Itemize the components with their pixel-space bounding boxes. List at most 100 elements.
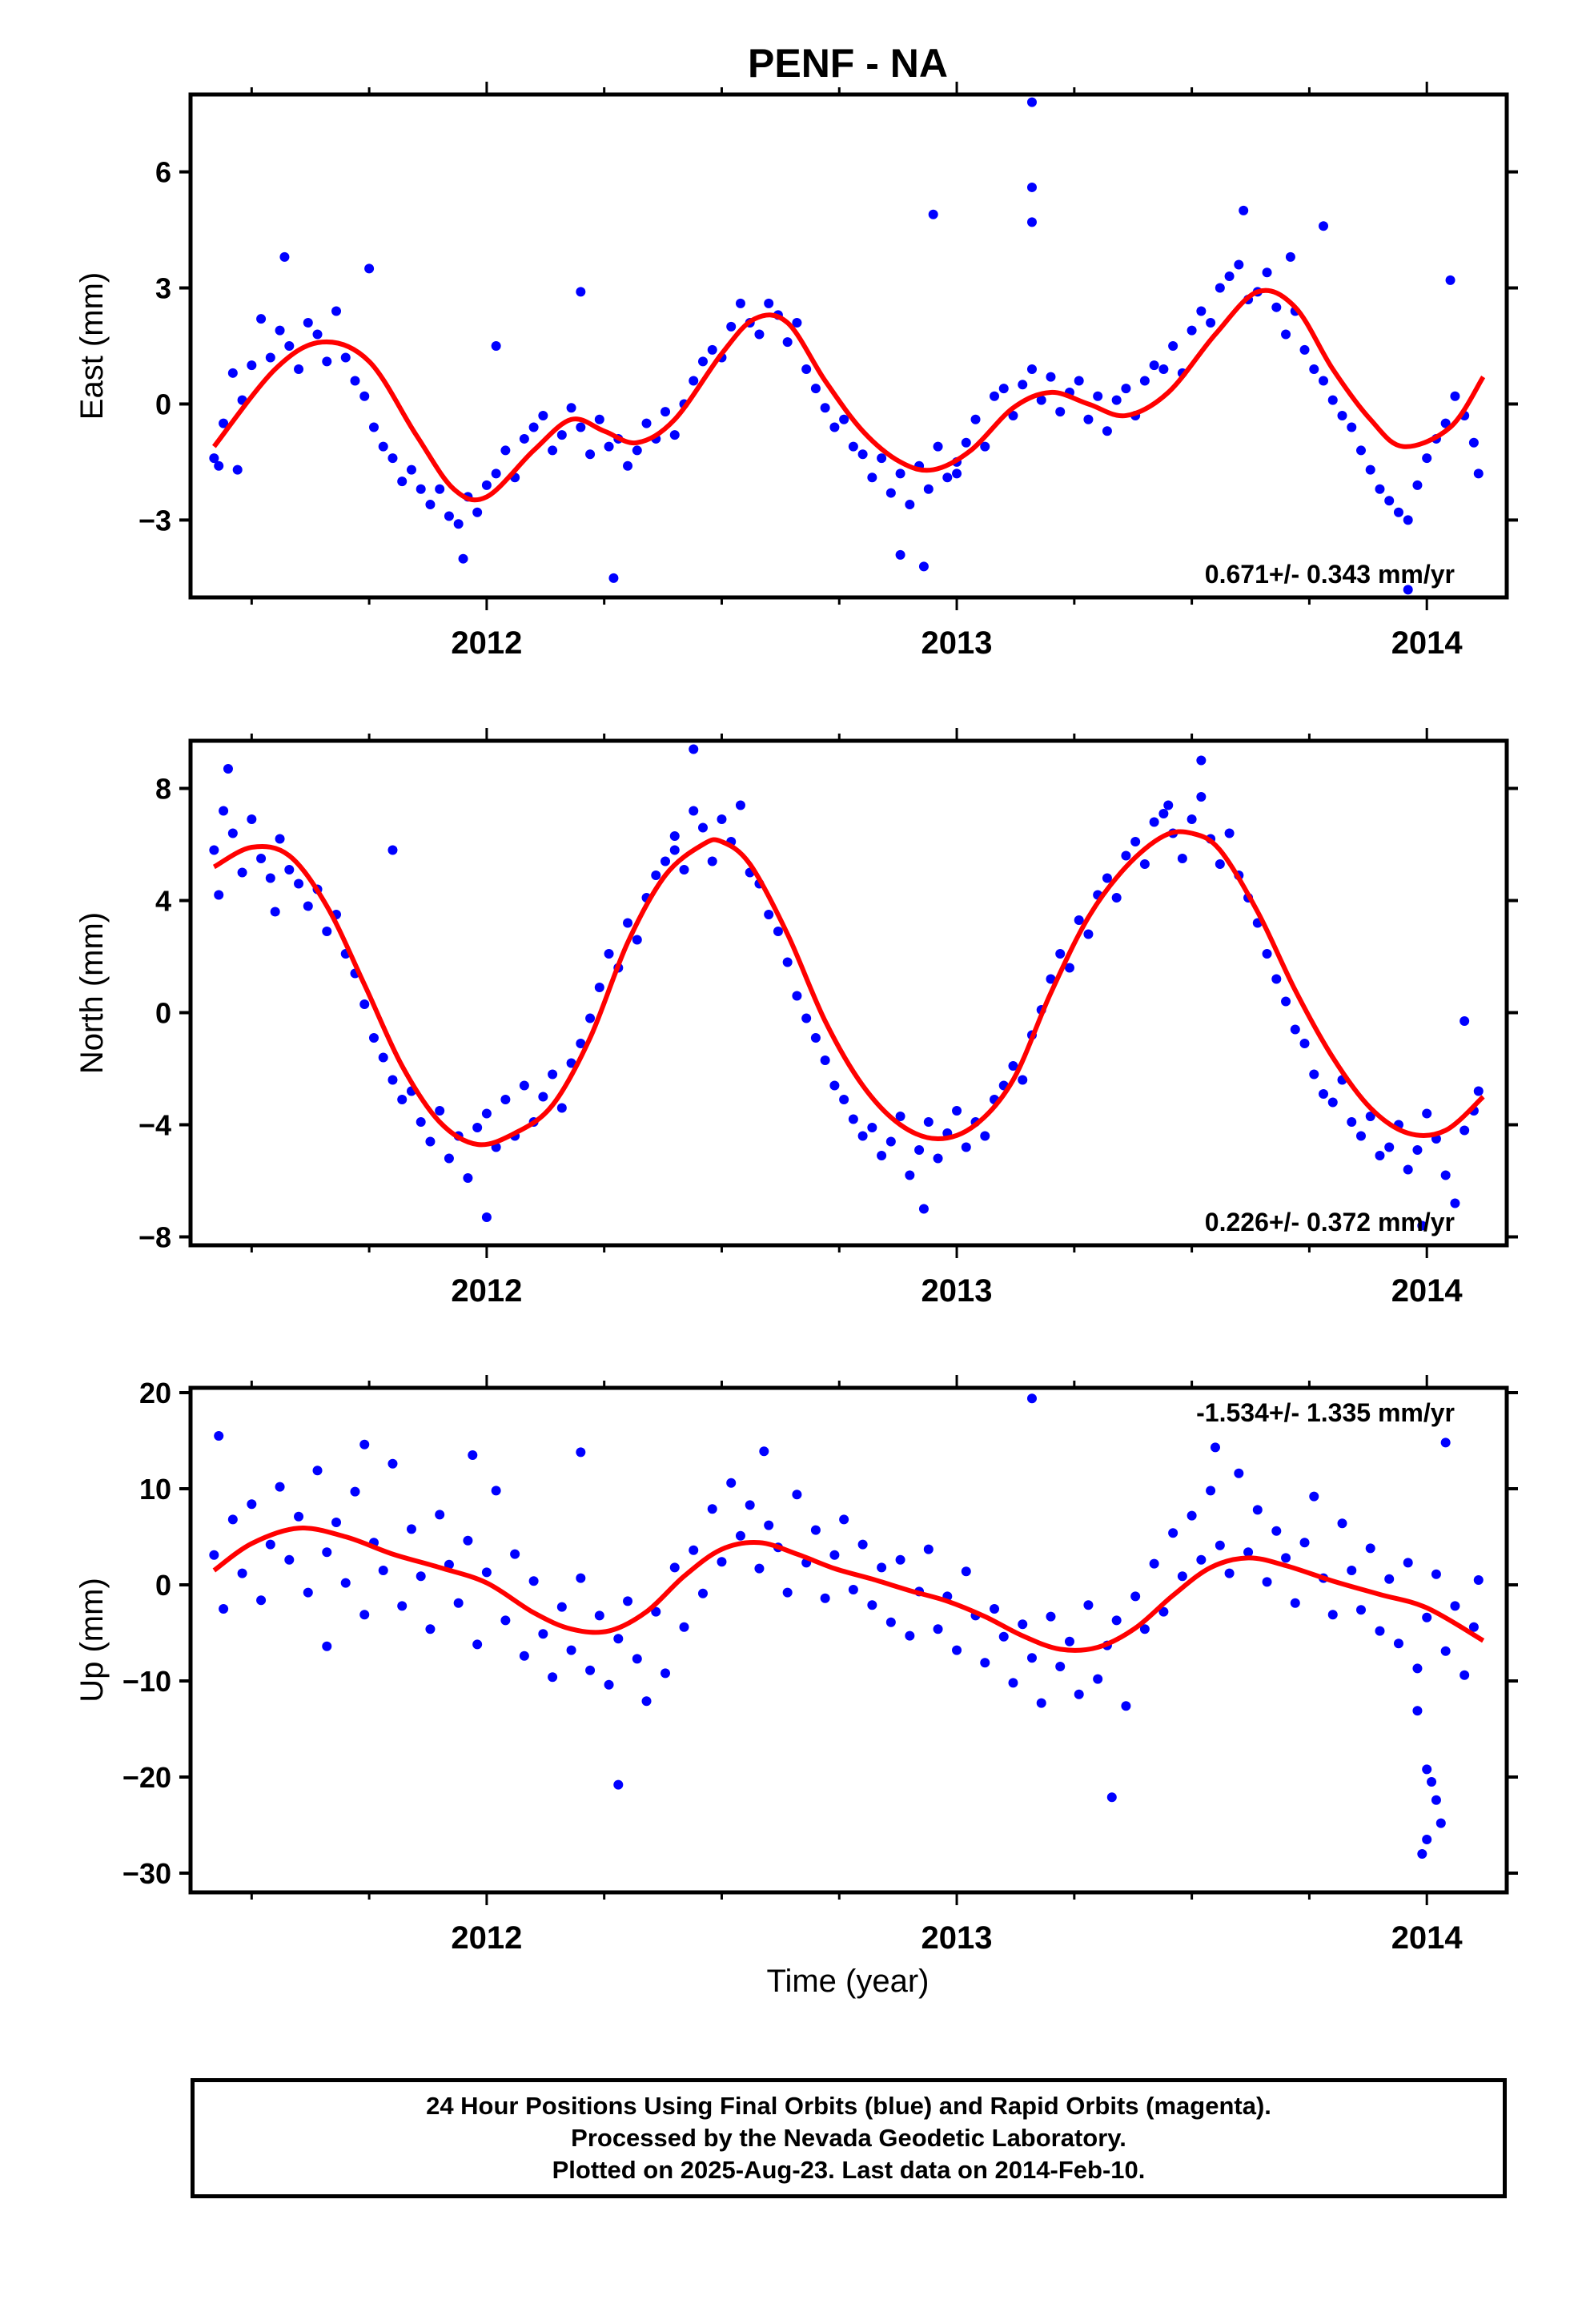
up-data-point — [1427, 1777, 1437, 1787]
east-data-point — [256, 314, 267, 324]
north-data-point — [689, 806, 699, 816]
up-data-point — [444, 1559, 454, 1570]
up-data-point — [661, 1668, 671, 1679]
up-data-point — [1431, 1569, 1441, 1579]
north-data-point — [1290, 1024, 1300, 1035]
east-data-point — [857, 449, 868, 460]
east-data-point — [1337, 410, 1347, 420]
up-y-tick-label: 20 — [139, 1377, 171, 1409]
up-data-point — [1417, 1849, 1427, 1859]
east-data-point — [1440, 418, 1451, 428]
up-data-point — [707, 1504, 717, 1514]
north-data-point — [857, 1131, 868, 1141]
north-data-point — [914, 1145, 925, 1155]
up-data-point — [566, 1645, 576, 1655]
up-data-point — [1026, 1393, 1037, 1404]
north-data-point — [500, 1095, 511, 1104]
up-data-point — [425, 1624, 436, 1634]
east-panel: −3 0 3 6 2012 2013 2014 East (mm) 0.671+/- 0.3… — [74, 82, 1518, 661]
up-data-point — [1093, 1674, 1103, 1684]
north-data-point — [877, 1151, 887, 1160]
east-data-point — [472, 507, 483, 517]
caption-line-1: 24 Hour Positions Using Final Orbits (bl… — [426, 2092, 1271, 2120]
east-data-point — [782, 337, 793, 348]
up-data-point — [1026, 1653, 1037, 1663]
up-data-point — [820, 1593, 830, 1603]
east-data-point — [801, 364, 812, 374]
east-data-point — [425, 500, 436, 510]
north-data-point — [697, 822, 708, 833]
north-data-point — [848, 1114, 858, 1124]
east-data-point — [1026, 97, 1037, 107]
north-data-point — [1355, 1131, 1366, 1141]
up-data-point — [219, 1604, 229, 1614]
north-data-point — [895, 1112, 905, 1121]
up-data-point — [839, 1514, 849, 1525]
north-data-point — [1055, 949, 1066, 959]
north-data-point — [735, 800, 745, 810]
east-data-point — [764, 298, 774, 308]
north-data-point — [566, 1058, 576, 1068]
north-data-point — [1196, 792, 1207, 802]
east-data-point — [928, 209, 938, 219]
north-data-point — [1281, 996, 1291, 1007]
up-data-point — [1412, 1706, 1423, 1716]
east-data-point — [923, 484, 934, 494]
north-y-axis-label: North (mm) — [74, 912, 110, 1074]
figure-title: PENF - NA — [748, 41, 948, 86]
east-data-point — [1036, 395, 1046, 405]
north-data-point — [378, 1052, 388, 1063]
east-data-point — [247, 360, 257, 371]
up-data-point — [1347, 1566, 1357, 1575]
up-data-point — [1121, 1701, 1131, 1711]
north-data-point — [359, 999, 370, 1009]
north-data-point — [1365, 1112, 1375, 1121]
north-data-point — [1130, 837, 1141, 846]
up-data-point — [256, 1595, 267, 1606]
north-data-point — [219, 806, 229, 816]
north-data-point — [1327, 1097, 1338, 1108]
east-data-point — [1319, 221, 1329, 231]
north-data-point — [867, 1123, 877, 1132]
north-data-point — [397, 1095, 408, 1104]
caption-line-3: Plotted on 2025-Aug-23. Last data on 201… — [552, 2156, 1146, 2184]
east-data-point — [877, 453, 887, 464]
east-frame — [188, 92, 1509, 600]
east-data-point — [594, 414, 604, 424]
east-data-point — [990, 391, 1000, 401]
up-data-point — [735, 1530, 745, 1541]
up-data-point — [1036, 1698, 1046, 1708]
up-data-point — [1393, 1638, 1403, 1649]
up-x-tick-label: 2013 — [921, 1920, 993, 1956]
up-data-point — [284, 1554, 295, 1565]
east-data-point — [585, 449, 596, 460]
north-data-point — [463, 1173, 473, 1183]
east-data-point — [397, 476, 408, 487]
up-data-point — [491, 1486, 501, 1496]
east-data-point — [1319, 376, 1329, 386]
east-data-point — [1384, 496, 1395, 506]
up-data-point — [1046, 1611, 1056, 1622]
up-data-point — [1422, 1764, 1432, 1775]
north-data-point — [444, 1153, 454, 1164]
up-data-point — [472, 1639, 483, 1650]
up-data-point — [1271, 1526, 1282, 1536]
north-axes: −8 −4 0 4 8 2012 2013 2014 — [139, 728, 1518, 1309]
east-data-point — [519, 433, 529, 444]
east-data-point — [1111, 395, 1122, 405]
north-data-point — [425, 1136, 436, 1147]
north-fit-line — [212, 829, 1485, 1148]
up-data-point — [340, 1578, 351, 1588]
east-data-point — [1074, 376, 1084, 386]
north-data-point — [594, 983, 604, 992]
north-data-point — [223, 764, 233, 774]
north-data-point — [1102, 873, 1112, 883]
up-data-point — [717, 1557, 727, 1567]
east-data-point — [1309, 364, 1319, 374]
north-data-point — [247, 814, 257, 824]
north-data-point — [1412, 1145, 1423, 1155]
north-data-point — [1460, 1125, 1470, 1136]
north-data-point — [1196, 755, 1207, 766]
east-data-point — [1046, 372, 1056, 382]
north-data-point — [1139, 859, 1150, 869]
